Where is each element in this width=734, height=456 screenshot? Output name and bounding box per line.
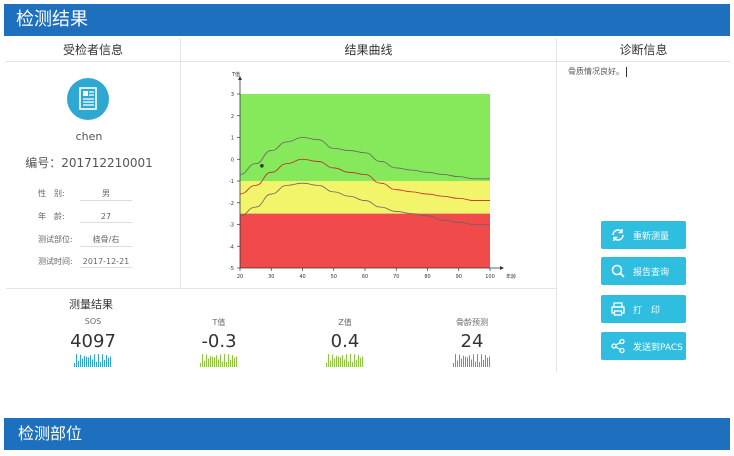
x-tick-label: 70 [393,274,399,280]
search-icon [609,262,627,280]
signal-wave-icon [200,354,237,367]
report-query-label: 报告查询 [633,267,670,278]
y-tick-label: 2 [231,114,234,120]
x-tick-label: 100 [485,274,495,280]
info-value: 2017-12-21 [80,257,132,268]
info-key: 年 龄: [38,212,65,221]
signal-wave-icon [326,354,363,367]
divider [556,38,557,372]
y-tick-label: -2 [229,201,234,207]
diagnosis-header: 诊断信息 [557,38,730,62]
measurement-z-score: Z值 0.4 [305,317,385,367]
refresh-icon [609,226,627,244]
measurement-bone-age: 骨龄预测 24 [432,317,512,367]
x-axis-arrow [500,266,504,270]
measurement-t-score: T值 -0.3 [179,317,259,367]
band-green [240,94,490,181]
band-red [240,213,490,268]
signal-wave-icon [453,354,490,367]
remeasure-label: 重新测量 [633,231,670,242]
divider [6,288,556,289]
measurement-label: SOS [84,317,102,326]
y-axis-arrow [238,76,242,80]
x-axis-label: 年龄 [506,273,516,280]
info-key: 测试部位: [38,235,73,244]
patient-id: 编号：201712210001 [25,156,153,170]
y-tick-label: -1 [229,179,234,185]
measurement-point [260,163,264,168]
info-row-time: 测试时间: 2017-12-21 [38,256,132,268]
info-key: 性 别: [38,189,65,198]
measurement-value: 24 [460,331,484,352]
y-tick-label: 0 [231,157,234,163]
band-yellow [240,181,490,214]
y-tick-label: 1 [231,136,234,142]
patient-info-header: 受检者信息 [6,38,180,62]
text-caret [626,66,627,77]
series-line-3 [239,182,490,225]
x-tick-label: 30 [268,274,274,280]
x-tick-label: 50 [331,274,337,280]
x-tick-label: 40 [299,274,305,280]
measurement-value: 4097 [70,331,116,352]
x-tick-label: 90 [456,274,462,280]
info-key: 测试时间: [38,257,73,266]
x-tick-label: 80 [424,274,430,280]
report-query-button[interactable]: 报告查询 [601,257,686,285]
y-tick-label: -4 [229,244,234,250]
print-label: 打 印 [633,305,661,316]
section-title-detection-site: 检测部位 [4,418,730,450]
info-value: 男 [80,188,132,201]
x-tick-label: 60 [362,274,368,280]
y-tick-label: -3 [229,223,234,229]
y-axis-label: T值 [231,71,240,78]
patient-name: chen [75,130,103,143]
signal-wave-icon [74,354,111,367]
send-pacs-label: 发送到PACS [633,342,683,353]
series-line-1 [239,137,490,180]
printer-icon [609,300,627,318]
measurement-value: -0.3 [201,331,237,352]
result-curve-chart: 3 2 1 0 -1 -2 -3 -4 -520 30 40 50 60 70 80 90 100 年龄 T值 [229,71,516,280]
avatar [67,78,109,120]
result-curve-header: 结果曲线 [181,38,556,62]
series-line-2 [239,158,490,201]
y-tick-label: 3 [231,92,234,98]
divider [180,38,181,288]
info-row-site: 测试部位: 桡骨/右 [38,234,132,247]
info-value: 27 [80,212,132,223]
send-pacs-button[interactable]: 发送到PACS [601,332,686,360]
measurement-title: 测量结果 [69,298,113,311]
remeasure-button[interactable]: 重新测量 [601,221,686,249]
measurement-label: 骨龄预测 [456,318,488,327]
id-card-icon [79,87,97,110]
y-tick-label: -5 [229,266,234,272]
measurement-sos: SOS 4097 [53,317,133,367]
diagnosis-text-area[interactable]: 骨质情况良好。 [568,66,627,77]
info-row-sex: 性 别: 男 [38,188,132,201]
measurement-label: T值 [212,318,226,327]
diagnosis-text: 骨质情况良好。 [568,67,624,76]
x-tick-label: 20 [237,274,243,280]
share-icon [609,337,627,355]
print-button[interactable]: 打 印 [601,295,686,323]
info-row-age: 年 龄: 27 [38,211,132,223]
measurement-value: 0.4 [330,331,360,352]
measurement-label: Z值 [338,318,352,327]
info-value: 桡骨/右 [80,234,132,247]
page-title: 检测结果 [4,4,730,36]
